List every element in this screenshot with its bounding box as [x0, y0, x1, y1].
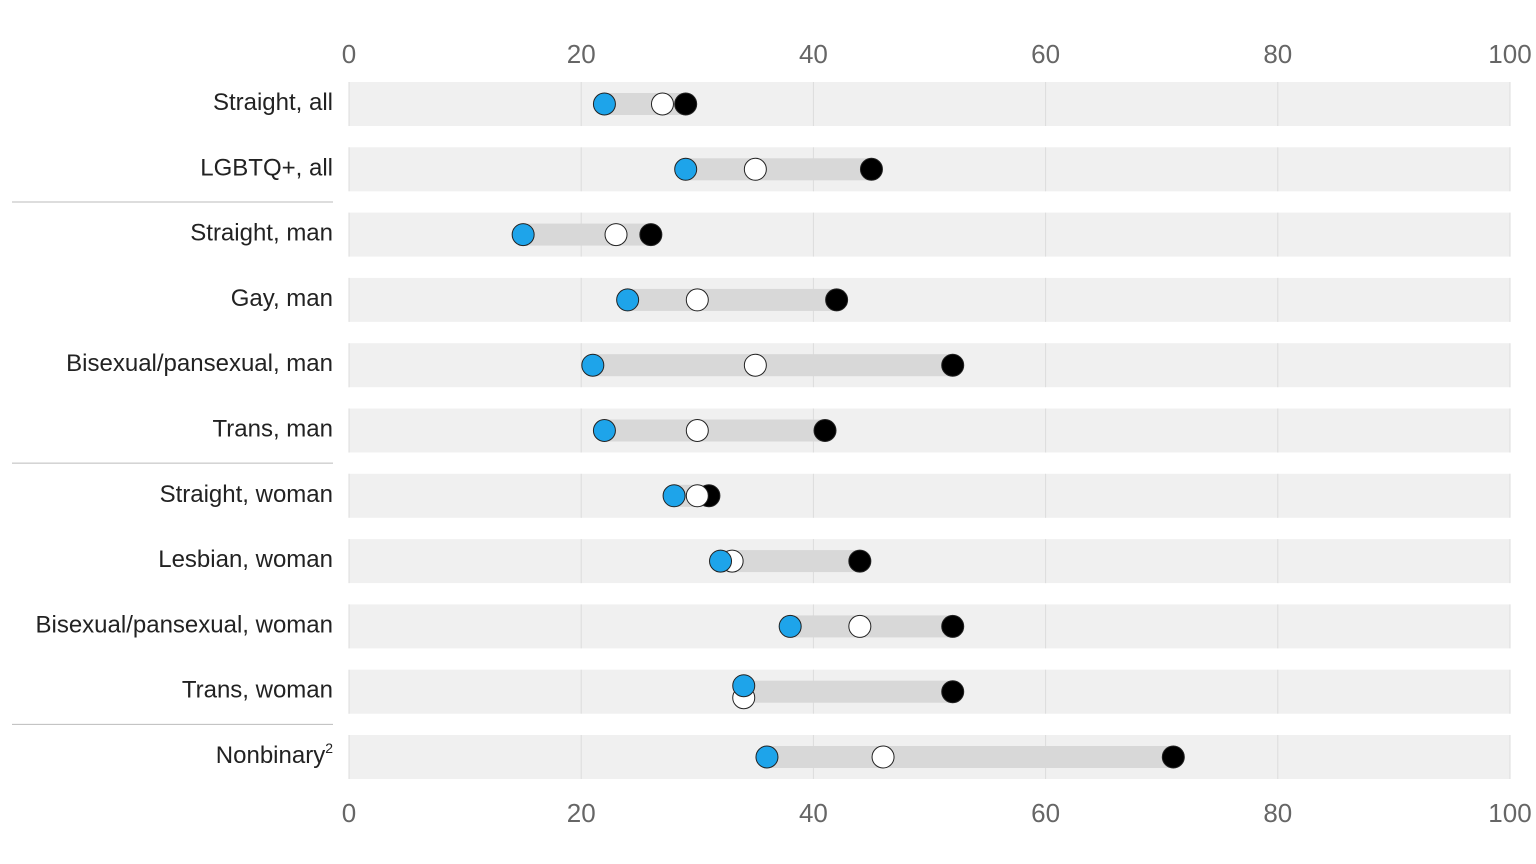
dot [1161, 745, 1185, 769]
range-bar [627, 288, 837, 311]
row-band [349, 473, 1510, 518]
range-bar [720, 550, 860, 573]
dot [848, 549, 872, 573]
category-label: Nonbinary2 [216, 740, 333, 770]
dot [650, 92, 674, 116]
dot [592, 419, 616, 442]
x-tick-label: 20 [567, 798, 596, 828]
dot [732, 674, 756, 698]
dot [848, 614, 872, 638]
category-label: Gay, man [231, 285, 333, 312]
dot [743, 353, 767, 377]
category-label: LGBTQ+, all [200, 155, 333, 182]
x-tick-label: 80 [1263, 798, 1292, 828]
x-tick-label: 20 [567, 39, 596, 69]
footnote-marker: 2 [325, 740, 333, 756]
range-bar [592, 354, 953, 377]
dot [941, 680, 965, 704]
range-bar [766, 746, 1174, 768]
category-label: Bisexual/pansexual, man [66, 351, 333, 378]
row-band [349, 277, 1510, 322]
dot [639, 223, 663, 247]
category-text: Straight, all [213, 89, 333, 116]
row-band [349, 408, 1510, 453]
dot [511, 223, 535, 247]
x-tick-label: 100 [1488, 39, 1531, 69]
dot [825, 288, 849, 312]
range-bar [604, 419, 826, 442]
category-text: Bisexual/pansexual, woman [35, 612, 333, 639]
category-text: Straight, man [190, 220, 333, 247]
dot [813, 419, 837, 442]
dot [616, 288, 640, 312]
x-tick-label: 0 [342, 39, 356, 69]
category-text: Trans, man [213, 416, 333, 443]
category-text: Bisexual/pansexual, man [66, 351, 333, 378]
category-label: Lesbian, woman [158, 546, 333, 573]
category-label: Straight, man [190, 220, 333, 247]
category-label: Straight, all [213, 89, 333, 116]
dot [941, 614, 965, 638]
x-tick-label: 0 [342, 798, 356, 828]
dot [685, 419, 709, 442]
x-tick-label: 40 [799, 39, 828, 69]
x-tick-label: 100 [1488, 798, 1531, 828]
category-text: Gay, man [231, 285, 333, 312]
row-band [349, 82, 1510, 126]
range-bar [790, 615, 953, 638]
dot [674, 92, 698, 116]
dot [709, 549, 733, 573]
dot [871, 745, 895, 769]
dot [581, 353, 605, 377]
dot [941, 353, 965, 377]
dot [604, 223, 628, 247]
range-bar [685, 158, 872, 181]
range-bar [523, 223, 651, 246]
dot [778, 614, 802, 638]
range-bar [743, 680, 953, 703]
x-tick-label: 60 [1031, 798, 1060, 828]
dot [685, 484, 709, 508]
x-tick-label: 60 [1031, 39, 1060, 69]
dot [592, 92, 616, 116]
dot [743, 157, 767, 181]
x-tick-label: 40 [799, 798, 828, 828]
category-label: Bisexual/pansexual, woman [35, 612, 333, 639]
category-text: Lesbian, woman [158, 546, 333, 573]
category-text: Straight, woman [160, 481, 333, 508]
category-text: Trans, woman [182, 677, 333, 704]
dot [755, 745, 779, 769]
row-band [349, 147, 1510, 192]
row-band [349, 539, 1510, 584]
category-label: Trans, woman [182, 677, 333, 704]
category-text: LGBTQ+, all [200, 155, 333, 182]
dot [662, 484, 686, 508]
dot [859, 157, 883, 181]
category-label: Straight, woman [160, 481, 333, 508]
dot [674, 157, 698, 181]
x-tick-label: 80 [1263, 39, 1292, 69]
category-label: Trans, man [213, 416, 333, 443]
category-text: Nonbinary [216, 742, 325, 769]
dot [685, 288, 709, 312]
